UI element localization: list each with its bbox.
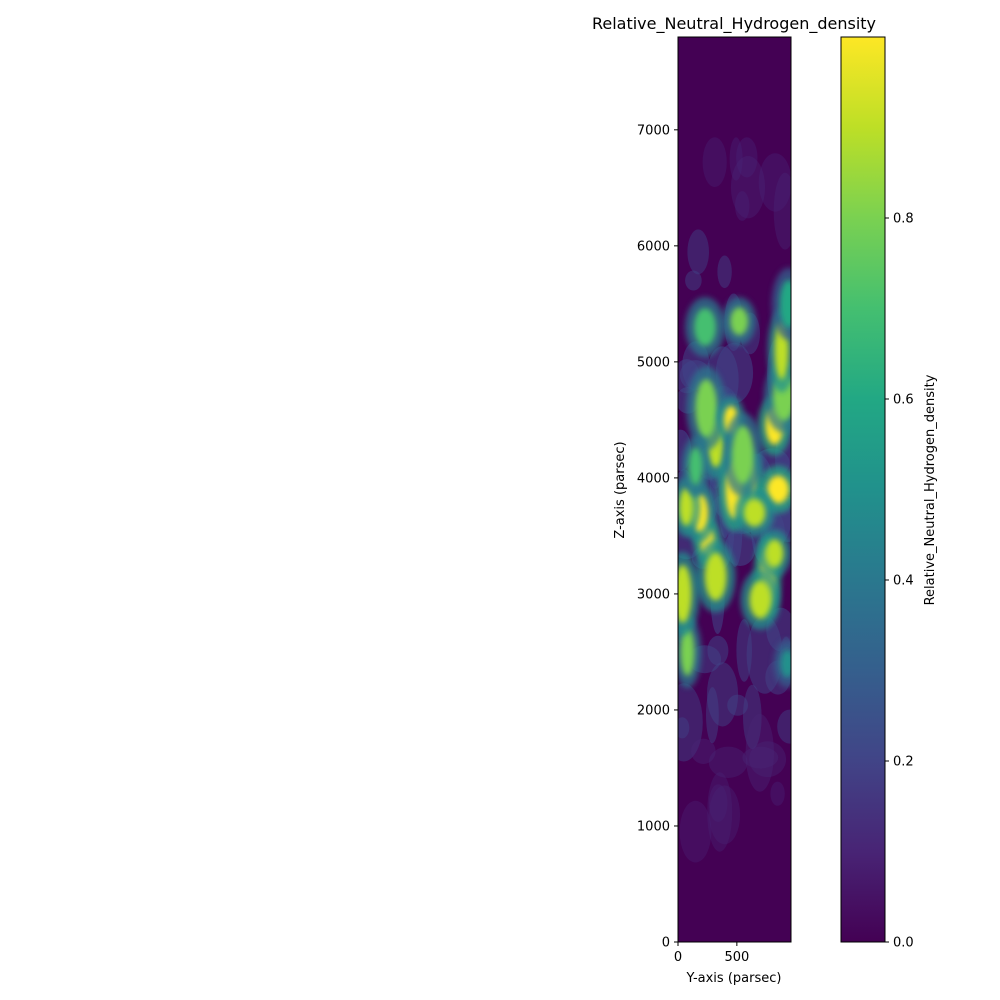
plot-frame (677, 36, 792, 943)
haze-patch (679, 800, 712, 863)
haze-patch (730, 156, 766, 219)
feature-core (743, 498, 766, 527)
feature-core (678, 564, 692, 623)
feature-core (730, 307, 749, 336)
z-tick-label: 1000 (637, 819, 670, 834)
haze-patch (687, 229, 709, 275)
z-tick-label: 7000 (637, 123, 670, 138)
haze-patch (777, 709, 791, 744)
z-axis: 0 1000 2000 3000 4000 5000 6000 7000 (637, 123, 678, 951)
z-tick-label: 0 (662, 936, 670, 951)
feature-core (780, 649, 791, 678)
z-tick-label: 6000 (637, 239, 670, 254)
haze-patch (727, 694, 748, 716)
feature-core (749, 580, 772, 619)
colorbar-tick-label: 0.6 (893, 393, 914, 408)
heatmap-area (677, 36, 792, 943)
haze-patch (729, 137, 743, 181)
feature-core (679, 487, 694, 526)
z-tick-label: 5000 (637, 355, 670, 370)
haze-patch (745, 713, 774, 792)
chart-title: Relative_Neutral_Hydrogen_density (592, 14, 876, 34)
y-tick-label: 0 (674, 950, 682, 965)
haze-patch (717, 255, 732, 289)
haze-patch (678, 717, 690, 739)
haze-patch (709, 784, 728, 822)
y-axis: 0 500 (674, 942, 749, 965)
feature-core (694, 308, 717, 347)
feature-core (765, 539, 784, 568)
haze-patch (707, 635, 729, 666)
z-tick-label: 4000 (637, 471, 670, 486)
colorbar-tick-label: 0.8 (893, 212, 914, 227)
haze-patch (702, 137, 727, 188)
colorbar-label: Relative_Neutral_Hydrogen_density (923, 374, 938, 605)
haze-patch (742, 746, 779, 769)
haze-patch (706, 687, 719, 744)
feature-core (680, 627, 695, 676)
feature-core (695, 379, 718, 438)
haze-patch (743, 684, 762, 750)
y-axis-label: Z-axis (parsec) (613, 441, 628, 538)
haze-patch (707, 772, 733, 852)
haze-patch (706, 662, 739, 727)
x-axis-label: Y-axis (parsec) (686, 971, 782, 986)
haze-patch (736, 137, 758, 178)
haze-patch (735, 191, 750, 221)
haze-patch (678, 683, 703, 762)
colorbar-ticks: 0.0 0.2 0.4 0.6 0.8 (885, 212, 914, 951)
z-tick-label: 3000 (637, 587, 670, 602)
feature-core (704, 552, 727, 601)
colorbar-tick-label: 0.2 (893, 755, 914, 770)
haze-patch (758, 153, 791, 212)
colorbar-tick-label: 0.4 (893, 574, 914, 589)
feature-core (767, 475, 790, 504)
feature-core (779, 279, 791, 328)
haze-patch (709, 785, 741, 845)
density-features (678, 267, 791, 688)
haze-patch (691, 738, 716, 764)
y-tick-label: 500 (724, 950, 749, 965)
colorbar-gradient (840, 36, 886, 943)
z-tick-label: 2000 (637, 703, 670, 718)
haze-patch (770, 781, 785, 806)
haze-patch (773, 172, 791, 250)
feature-core (688, 447, 703, 486)
haze-patch (736, 619, 752, 682)
colorbar-tick-label: 0.0 (893, 936, 914, 951)
haze-patch (708, 746, 748, 778)
colorbar: 0.0 0.2 0.4 0.6 0.8 Relative_Neutral_Hydroge… (840, 36, 938, 951)
feature-core (731, 425, 754, 484)
haze-patch (685, 270, 702, 291)
haze-patch (749, 741, 787, 778)
